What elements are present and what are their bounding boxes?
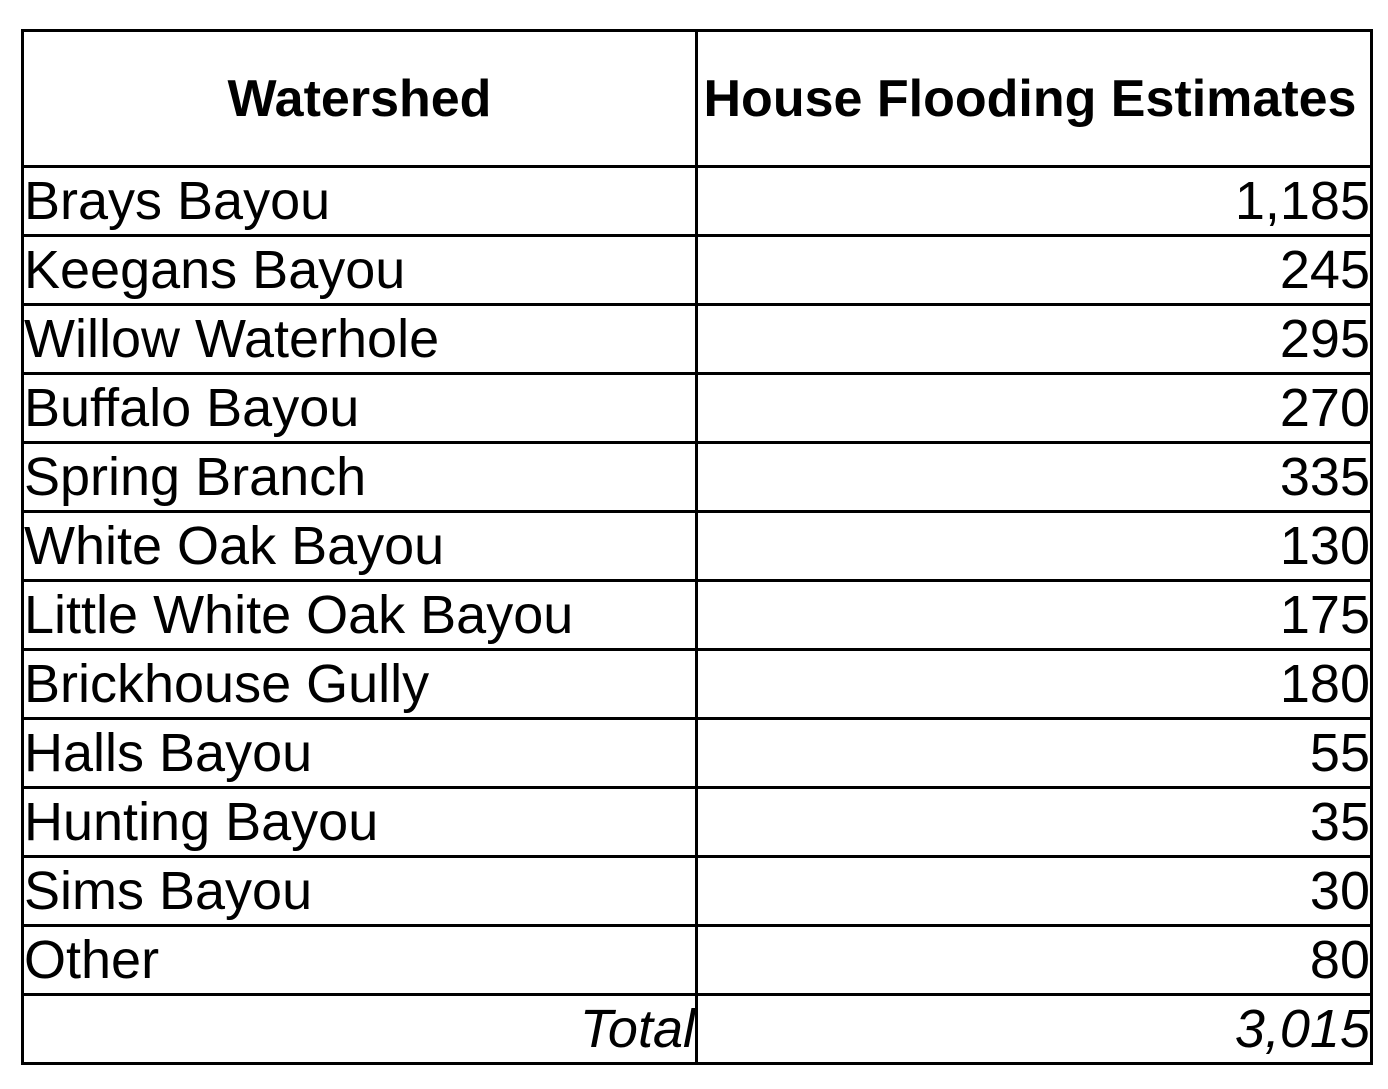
total-label: Total <box>21 993 698 1065</box>
estimate-cell: 270 <box>695 372 1373 444</box>
watershed-cell: Brays Bayou <box>21 165 698 237</box>
watershed-column-header: Watershed <box>21 29 698 168</box>
table-row: Halls Bayou 55 <box>21 717 1373 789</box>
watershed-cell: Halls Bayou <box>21 717 698 789</box>
table-row: Little White Oak Bayou 175 <box>21 579 1373 651</box>
estimates-header-text: House Flooding Estimates <box>703 69 1357 128</box>
table-row: Sims Bayou 30 <box>21 855 1373 927</box>
table-row: Brickhouse Gully 180 <box>21 648 1373 720</box>
watershed-cell: Keegans Bayou <box>21 234 698 306</box>
watershed-cell: Buffalo Bayou <box>21 372 698 444</box>
estimate-cell: 55 <box>695 717 1373 789</box>
estimate-cell: 245 <box>695 234 1373 306</box>
estimate-cell: 1,185 <box>695 165 1373 237</box>
estimate-cell: 130 <box>695 510 1373 582</box>
estimate-cell: 335 <box>695 441 1373 513</box>
estimate-cell: 295 <box>695 303 1373 375</box>
table-row: Brays Bayou 1,185 <box>21 165 1373 237</box>
watershed-cell: Other <box>21 924 698 996</box>
watershed-cell: Spring Branch <box>21 441 698 513</box>
total-row: Total 3,015 <box>21 993 1373 1065</box>
estimate-cell: 180 <box>695 648 1373 720</box>
watershed-cell: White Oak Bayou <box>21 510 698 582</box>
header-row: Watershed House Flooding Estimates <box>21 29 1373 168</box>
table-row: White Oak Bayou 130 <box>21 510 1373 582</box>
estimate-cell: 80 <box>695 924 1373 996</box>
table-row: Hunting Bayou 35 <box>21 786 1373 858</box>
table-row: Other 80 <box>21 924 1373 996</box>
estimates-column-header: House Flooding Estimates <box>695 29 1373 168</box>
table-row: Keegans Bayou 245 <box>21 234 1373 306</box>
watershed-cell: Brickhouse Gully <box>21 648 698 720</box>
watershed-cell: Hunting Bayou <box>21 786 698 858</box>
table-row: Buffalo Bayou 270 <box>21 372 1373 444</box>
table-row: Willow Waterhole 295 <box>21 303 1373 375</box>
table-row: Spring Branch 335 <box>21 441 1373 513</box>
estimate-cell: 30 <box>695 855 1373 927</box>
watershed-cell: Willow Waterhole <box>21 303 698 375</box>
flood-estimates-table: Watershed House Flooding Estimates Brays… <box>21 29 1373 1065</box>
estimate-cell: 175 <box>695 579 1373 651</box>
estimate-cell: 35 <box>695 786 1373 858</box>
total-value: 3,015 <box>695 993 1373 1065</box>
watershed-cell: Little White Oak Bayou <box>21 579 698 651</box>
watershed-cell: Sims Bayou <box>21 855 698 927</box>
